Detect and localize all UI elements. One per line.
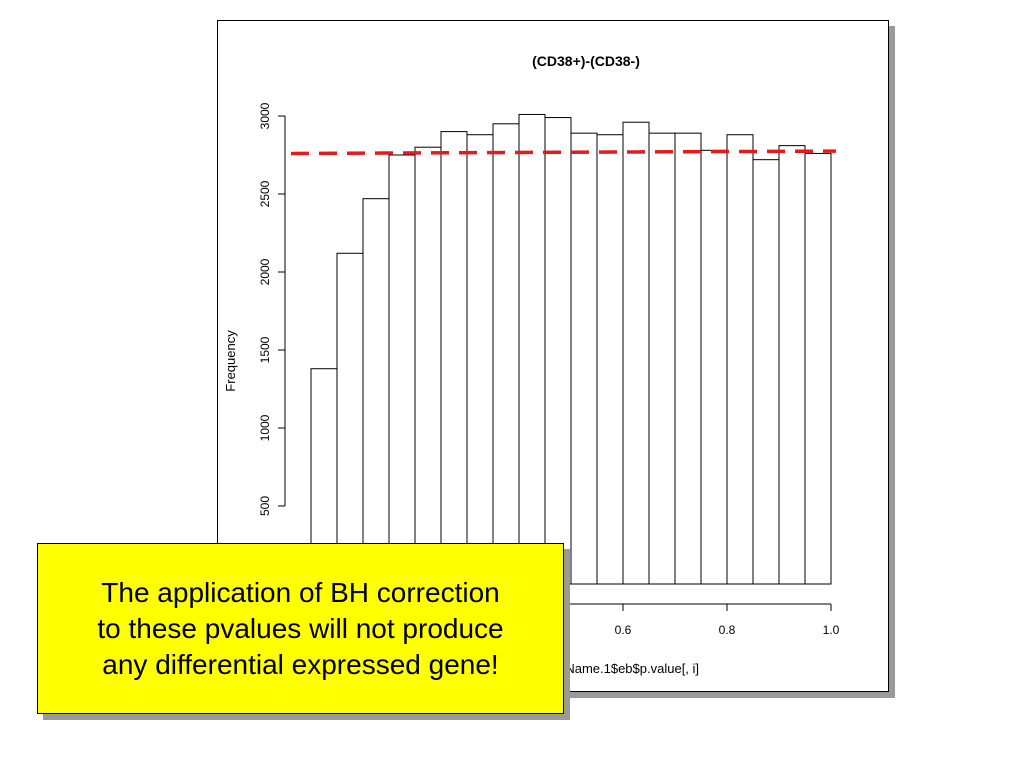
x-tick-label: 0.6: [615, 623, 632, 637]
y-tick-label: 1500: [258, 336, 272, 363]
histogram-bar: [336, 252, 364, 585]
histogram-bar: [544, 117, 572, 585]
histogram-bar: [674, 132, 702, 585]
histogram-bar: [570, 132, 598, 585]
uniform-reference-line: [290, 149, 837, 156]
histogram-bar: [726, 134, 754, 585]
x-tick-label: 1.0: [823, 623, 840, 637]
histogram-bar: [388, 154, 416, 585]
histogram-bar: [622, 121, 650, 585]
y-axis: 500 1000 1500 2000 2500 3000: [258, 102, 286, 516]
histogram-bar: [700, 149, 728, 585]
callout-text: The application of BH correction to thes…: [97, 576, 504, 680]
chart-title: (CD38+)-(CD38-): [532, 53, 640, 69]
histogram-bar: [804, 152, 832, 585]
y-tick-label: 2500: [258, 180, 272, 207]
histogram-bar: [648, 132, 676, 585]
histogram-bar: [778, 145, 806, 585]
x-tick-label: 0.8: [719, 623, 736, 637]
histogram-bar: [362, 198, 390, 585]
histogram-bar: [414, 146, 442, 585]
histogram-bar: [752, 159, 780, 585]
y-tick-label: 1000: [258, 414, 272, 441]
y-tick-label: 3000: [258, 102, 272, 129]
histogram-bars: [310, 113, 832, 585]
histogram-bar: [440, 131, 468, 585]
y-tick-label: 2000: [258, 258, 272, 285]
y-tick-label: 500: [258, 496, 272, 516]
callout-box: The application of BH correction to thes…: [37, 543, 564, 714]
histogram-bar: [596, 134, 624, 585]
histogram-bar: [492, 123, 520, 585]
y-axis-label: Frequency: [223, 330, 238, 392]
histogram-bar: [466, 134, 494, 585]
histogram-bar: [518, 113, 546, 585]
